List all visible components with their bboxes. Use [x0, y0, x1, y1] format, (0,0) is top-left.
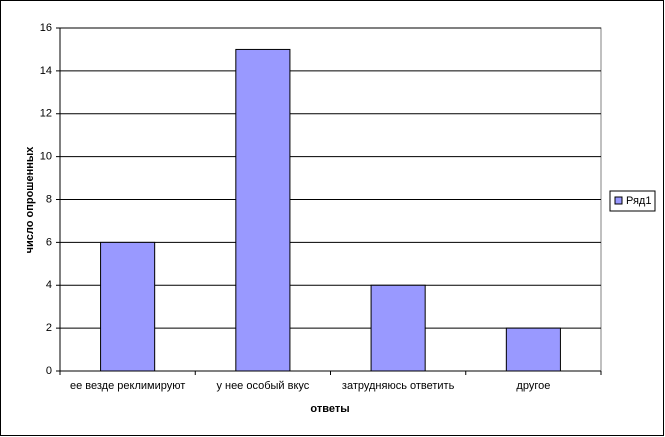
y-tick-label: 8: [46, 193, 52, 205]
legend-box: [609, 190, 656, 212]
y-tick-label: 10: [40, 151, 52, 163]
x-axis-title: ответы: [310, 403, 349, 415]
bar: [235, 48, 291, 372]
bar: [370, 284, 426, 372]
y-tick-label: 6: [46, 236, 52, 248]
bar: [505, 327, 561, 372]
x-tick-label: ее везде реклимируют: [70, 380, 185, 392]
y-tick-label: 0: [46, 365, 52, 377]
y-tick-label: 4: [46, 279, 52, 291]
y-tick-label: 2: [46, 322, 52, 334]
y-tick-label: 12: [40, 108, 52, 120]
y-tick-label: 14: [40, 65, 52, 77]
legend-label: Ряд1: [626, 195, 651, 207]
bar: [100, 241, 156, 372]
x-tick-label: у нее особый вкус: [216, 380, 309, 392]
y-tick-label: 16: [40, 22, 52, 34]
y-axis-title: число опрошенных: [24, 146, 36, 254]
x-tick-label: затрудняюсь ответить: [342, 380, 455, 392]
legend-swatch: [614, 196, 623, 205]
x-tick-label: другое: [516, 380, 550, 392]
